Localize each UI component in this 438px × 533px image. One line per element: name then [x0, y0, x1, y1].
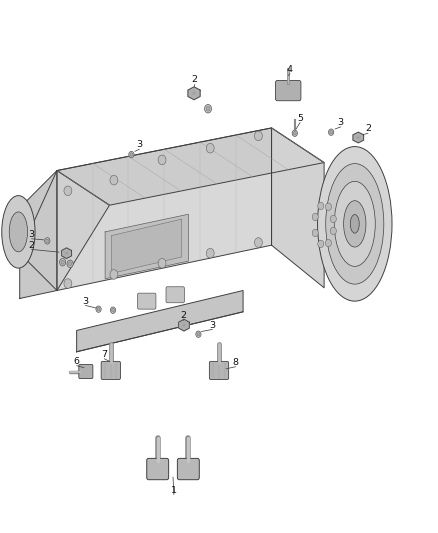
- FancyBboxPatch shape: [138, 293, 156, 309]
- Polygon shape: [179, 319, 189, 331]
- Circle shape: [67, 260, 73, 268]
- Circle shape: [197, 333, 200, 336]
- Circle shape: [325, 203, 332, 211]
- Polygon shape: [20, 171, 110, 290]
- Ellipse shape: [334, 181, 375, 266]
- FancyBboxPatch shape: [101, 361, 120, 379]
- Polygon shape: [188, 87, 200, 100]
- Polygon shape: [353, 132, 364, 143]
- Circle shape: [129, 151, 134, 158]
- FancyBboxPatch shape: [177, 458, 199, 480]
- Text: 3: 3: [136, 141, 142, 149]
- Ellipse shape: [2, 196, 35, 268]
- Circle shape: [205, 104, 212, 113]
- Polygon shape: [62, 248, 71, 259]
- Text: 2: 2: [191, 76, 197, 84]
- FancyBboxPatch shape: [79, 365, 93, 378]
- Ellipse shape: [350, 215, 359, 233]
- Text: 1: 1: [171, 486, 177, 495]
- Circle shape: [112, 309, 114, 312]
- Circle shape: [318, 240, 324, 248]
- Text: 6: 6: [74, 357, 80, 366]
- FancyBboxPatch shape: [209, 361, 229, 379]
- Polygon shape: [105, 214, 188, 279]
- Circle shape: [96, 306, 101, 312]
- FancyBboxPatch shape: [147, 458, 169, 480]
- Ellipse shape: [344, 201, 366, 247]
- Text: 8: 8: [233, 358, 239, 367]
- Circle shape: [158, 259, 166, 268]
- Text: 3: 3: [28, 230, 35, 239]
- Circle shape: [64, 279, 72, 288]
- Ellipse shape: [318, 147, 392, 301]
- Circle shape: [325, 239, 332, 247]
- Circle shape: [110, 175, 118, 185]
- Text: 3: 3: [82, 297, 88, 305]
- Circle shape: [328, 129, 334, 135]
- Circle shape: [292, 130, 297, 136]
- Circle shape: [206, 143, 214, 153]
- Circle shape: [312, 213, 318, 221]
- FancyBboxPatch shape: [166, 287, 184, 303]
- Polygon shape: [57, 128, 272, 290]
- Circle shape: [64, 186, 72, 196]
- Circle shape: [254, 238, 262, 247]
- Polygon shape: [272, 128, 324, 288]
- Text: 5: 5: [297, 114, 303, 123]
- Circle shape: [46, 239, 49, 243]
- Text: 7: 7: [101, 350, 107, 359]
- Polygon shape: [57, 128, 324, 205]
- Circle shape: [45, 238, 50, 244]
- Circle shape: [68, 262, 72, 266]
- Circle shape: [312, 229, 318, 237]
- Circle shape: [293, 132, 296, 135]
- Circle shape: [60, 259, 66, 266]
- Text: 3: 3: [209, 321, 215, 329]
- Circle shape: [206, 248, 214, 258]
- Circle shape: [196, 331, 201, 337]
- Circle shape: [110, 270, 118, 279]
- Circle shape: [254, 131, 262, 141]
- Circle shape: [61, 260, 64, 264]
- Circle shape: [97, 308, 100, 311]
- Polygon shape: [20, 171, 57, 298]
- Circle shape: [330, 227, 336, 235]
- Text: 2: 2: [365, 125, 371, 133]
- Circle shape: [318, 202, 324, 209]
- Ellipse shape: [9, 212, 28, 252]
- Circle shape: [330, 215, 336, 223]
- FancyBboxPatch shape: [276, 80, 301, 101]
- Text: 2: 2: [180, 311, 186, 320]
- Circle shape: [130, 153, 133, 156]
- Circle shape: [158, 155, 166, 165]
- Ellipse shape: [326, 164, 384, 284]
- Circle shape: [110, 307, 116, 313]
- Circle shape: [330, 131, 332, 134]
- Polygon shape: [112, 219, 182, 273]
- Text: 2: 2: [28, 241, 35, 249]
- Text: 3: 3: [338, 118, 344, 127]
- Polygon shape: [77, 290, 243, 352]
- Circle shape: [206, 107, 210, 111]
- Text: 4: 4: [287, 65, 293, 74]
